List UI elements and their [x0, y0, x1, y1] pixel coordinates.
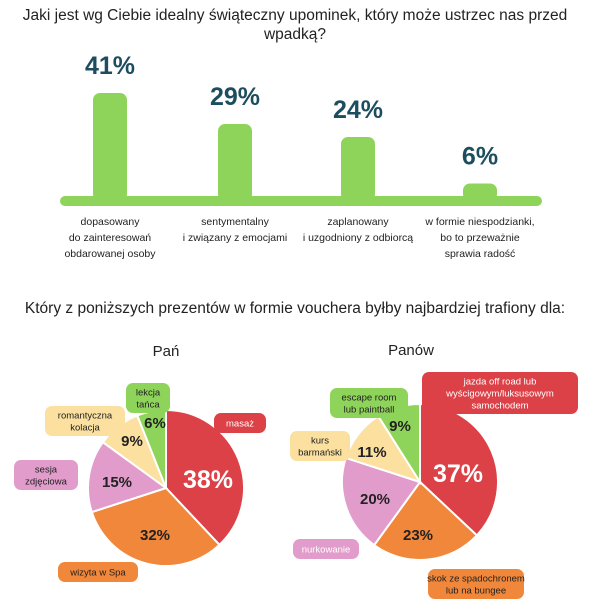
- bar-1: [93, 93, 127, 201]
- men-slice-tag-label-5: escape room lub paintball: [342, 393, 397, 416]
- women-slice-tag-4: [45, 406, 125, 436]
- men-slice-value-label-3: 20%: [360, 491, 390, 508]
- men-slice-value-label-5: 9%: [389, 418, 411, 435]
- question-1-title: Jaki jest wg Ciebie idealny świąteczny u…: [22, 7, 568, 43]
- men-pie-slice-3: [341, 456, 422, 547]
- women-slice-tag-label-5: lekcja tańca: [136, 388, 161, 411]
- bar-category-label-1: obdarowanej osoby: [64, 248, 156, 260]
- women-pie-slice-2: [90, 486, 221, 567]
- bar-4: [463, 183, 497, 201]
- bar-value-label-1: 41%: [85, 52, 135, 80]
- men-slice-value-label-4: 11%: [357, 444, 386, 461]
- men-slice-tag-3: [293, 539, 359, 559]
- women-slice-tag-label-2: wizyta w Spa: [69, 568, 126, 579]
- question-2-title: Który z poniższych prezentów w formie vo…: [24, 300, 566, 317]
- women-slice-value-label-5: 6%: [144, 415, 166, 432]
- men-slice-tag-label-4: kurs barmański: [298, 436, 342, 459]
- women-slice-value-label-2: 32%: [140, 527, 170, 544]
- bar-value-label-4: 6%: [462, 142, 498, 170]
- men-slice-tag-5: [330, 388, 408, 418]
- bar-category-label-3: zaplanowany: [327, 216, 389, 228]
- women-slice-value-label-4: 9%: [121, 433, 143, 450]
- women-pie-slice-1: [165, 408, 245, 547]
- bar-value-label-3: 24%: [333, 96, 383, 124]
- bar-3: [341, 136, 375, 201]
- men-pie-title: Panów: [388, 342, 434, 359]
- bar-value-label-2: 29%: [210, 83, 260, 111]
- men-pie-slice-2: [372, 480, 479, 561]
- bar-chart: 41% dopasowany do zainteresowań obdarowanej…: [60, 52, 542, 260]
- bar-category-label-4: w formie niespodzianki,: [424, 216, 534, 228]
- men-slice-tag-2: [428, 569, 524, 599]
- bar-baseline: [60, 196, 542, 206]
- men-slice-tag-1: [422, 372, 578, 414]
- men-slice-value-label-2: 23%: [403, 527, 433, 544]
- bar-category-label-2: sentymentalny: [201, 216, 269, 228]
- men-pie-slice-5: [376, 402, 421, 486]
- women-slice-tag-2: [58, 562, 138, 582]
- bar-category-label-3: i uzgodniony z odbiorcą: [303, 232, 413, 244]
- women-slice-tag-label-4: romantyczna kolacja: [58, 411, 113, 434]
- women-pie-title: Pań: [153, 343, 180, 360]
- women-slice-tag-label-1: masaż: [226, 419, 254, 430]
- men-slice-tag-label-2: skok ze spadochronem lub na bungee: [427, 574, 525, 597]
- women-slice-value-label-3: 15%: [102, 474, 132, 491]
- men-pie-slice-4: [344, 414, 423, 484]
- men-slice-tag-label-1: jazda off road lub wyścigowym/luksusowym s…: [445, 377, 554, 412]
- bar-category-label-4: bo to przeważnie: [440, 232, 520, 244]
- men-slice-tag-4: [290, 431, 350, 461]
- women-pie-slice-4: [101, 414, 169, 491]
- bar-category-label-1: dopasowany: [81, 216, 141, 228]
- men-slice-value-label-1: 37%: [433, 460, 483, 488]
- bar-category-label-2: i związany z emocjami: [183, 232, 287, 244]
- women-pie-slice-3: [87, 440, 169, 514]
- women-slice-tag-5: [126, 383, 170, 413]
- bar-2: [218, 124, 252, 201]
- women-pie-slice-5: [135, 408, 167, 489]
- women-slice-tag-label-3: sesja zdjęciowa: [25, 465, 67, 488]
- men-pie-slice-1: [419, 402, 499, 537]
- women-slice-value-label-1: 38%: [183, 466, 233, 494]
- women-slice-tag-1: [214, 413, 266, 433]
- bar-category-label-1: do zainteresowań: [69, 232, 151, 244]
- bar-category-label-4: sprawia radość: [445, 248, 516, 260]
- women-slice-tag-3: [14, 460, 78, 490]
- men-slice-tag-label-3: nurkowanie: [302, 545, 351, 556]
